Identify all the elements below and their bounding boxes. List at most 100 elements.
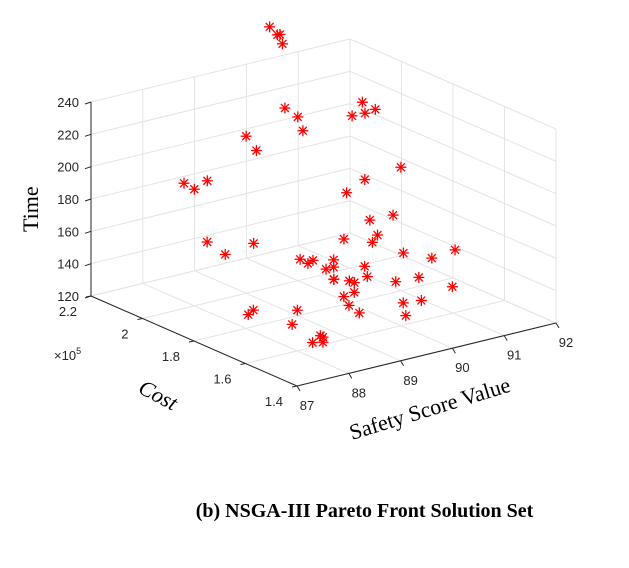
z-tick-label: 160 <box>57 224 79 239</box>
grid-line <box>349 103 557 195</box>
data-point <box>320 263 332 275</box>
data-point <box>356 96 368 108</box>
grid-line <box>90 103 351 168</box>
data-point <box>359 174 371 186</box>
data-point <box>314 330 326 342</box>
grid-line <box>193 277 454 342</box>
x-tick <box>503 335 508 341</box>
z-tick <box>84 133 92 137</box>
grid-line <box>245 300 505 364</box>
z-tick <box>84 230 92 234</box>
x-tick <box>348 373 353 379</box>
data-point <box>297 125 309 137</box>
grid-line <box>142 255 402 319</box>
grid-line <box>349 135 557 227</box>
z-tick-label: 180 <box>57 192 79 207</box>
x-axis-line <box>296 322 557 387</box>
z-tick <box>84 101 92 105</box>
y-tick-label: 1.6 <box>213 372 231 387</box>
data-point <box>395 161 407 173</box>
data-point <box>201 175 213 187</box>
z-tick-label: 220 <box>57 127 79 142</box>
data-point <box>219 248 231 260</box>
y-tick <box>291 385 298 388</box>
data-point <box>413 271 425 283</box>
data-point <box>372 229 384 241</box>
x-tick <box>555 322 560 329</box>
data-point <box>348 277 360 289</box>
data-point <box>188 183 200 195</box>
axis-edges <box>84 101 560 392</box>
z-axis-label: Time <box>18 186 43 232</box>
z-tick <box>84 295 92 299</box>
data-point <box>264 21 276 33</box>
data-point <box>364 214 376 226</box>
data-point <box>279 102 291 114</box>
data-point <box>397 297 409 309</box>
y-exponent-label: ×105 <box>54 346 81 363</box>
grid-line <box>349 200 557 292</box>
data-point <box>292 111 304 123</box>
data-point <box>348 286 360 298</box>
data-point <box>359 260 371 272</box>
y-tick-label: 2.2 <box>59 304 77 319</box>
data-point <box>366 236 378 248</box>
x-tick-label: 90 <box>455 360 469 375</box>
x-tick-label: 89 <box>403 373 417 388</box>
data-point <box>400 310 412 322</box>
y-tick-label: 2 <box>121 327 128 342</box>
data-point <box>271 29 283 41</box>
data-point <box>415 295 427 307</box>
x-tick-label: 88 <box>352 385 366 400</box>
data-point <box>338 233 350 245</box>
data-point <box>343 299 355 311</box>
data-point <box>359 107 371 119</box>
data-point <box>338 291 350 303</box>
x-axis-label: Safety Score Value <box>346 372 513 445</box>
data-point <box>291 304 303 316</box>
y-axis-label: Cost <box>135 374 183 415</box>
grid-line <box>90 135 351 200</box>
y-tick-label: 1.8 <box>162 349 180 364</box>
data-point <box>250 145 262 157</box>
data-point <box>426 252 438 264</box>
data-point <box>286 318 298 330</box>
figure-caption: (b) NSGA-III Pareto Front Solution Set <box>195 500 534 522</box>
data-point <box>328 273 340 285</box>
data-point <box>240 130 252 142</box>
z-tick-label: 140 <box>57 257 79 272</box>
data-point <box>248 237 260 249</box>
data-point <box>361 271 373 283</box>
y-tick <box>188 340 195 343</box>
grid-lines <box>90 38 557 387</box>
z-tick-label: 200 <box>57 160 79 175</box>
data-point <box>341 187 353 199</box>
z-tick-label: 240 <box>57 95 79 110</box>
z-tick <box>84 166 92 170</box>
grid-line <box>90 200 351 265</box>
grid-line <box>349 167 557 259</box>
data-point <box>277 38 289 50</box>
grid-line <box>90 232 351 297</box>
y-tick <box>137 318 143 320</box>
data-point <box>390 276 402 288</box>
x-tick-label: 91 <box>507 348 521 363</box>
grid-line <box>90 38 351 103</box>
data-points <box>178 21 461 349</box>
x-tick-label: 92 <box>559 335 573 350</box>
data-point <box>353 307 365 319</box>
grid-line <box>349 38 557 130</box>
y-tick-label: 1.4 <box>265 394 283 409</box>
data-point <box>387 209 399 221</box>
data-point <box>294 253 306 265</box>
z-tick <box>84 263 92 267</box>
x-tick <box>296 385 301 392</box>
z-tick <box>84 198 92 202</box>
data-point <box>449 244 461 256</box>
data-point <box>201 236 213 248</box>
data-point <box>369 103 381 115</box>
data-point <box>178 177 190 189</box>
x-tick <box>451 347 456 354</box>
